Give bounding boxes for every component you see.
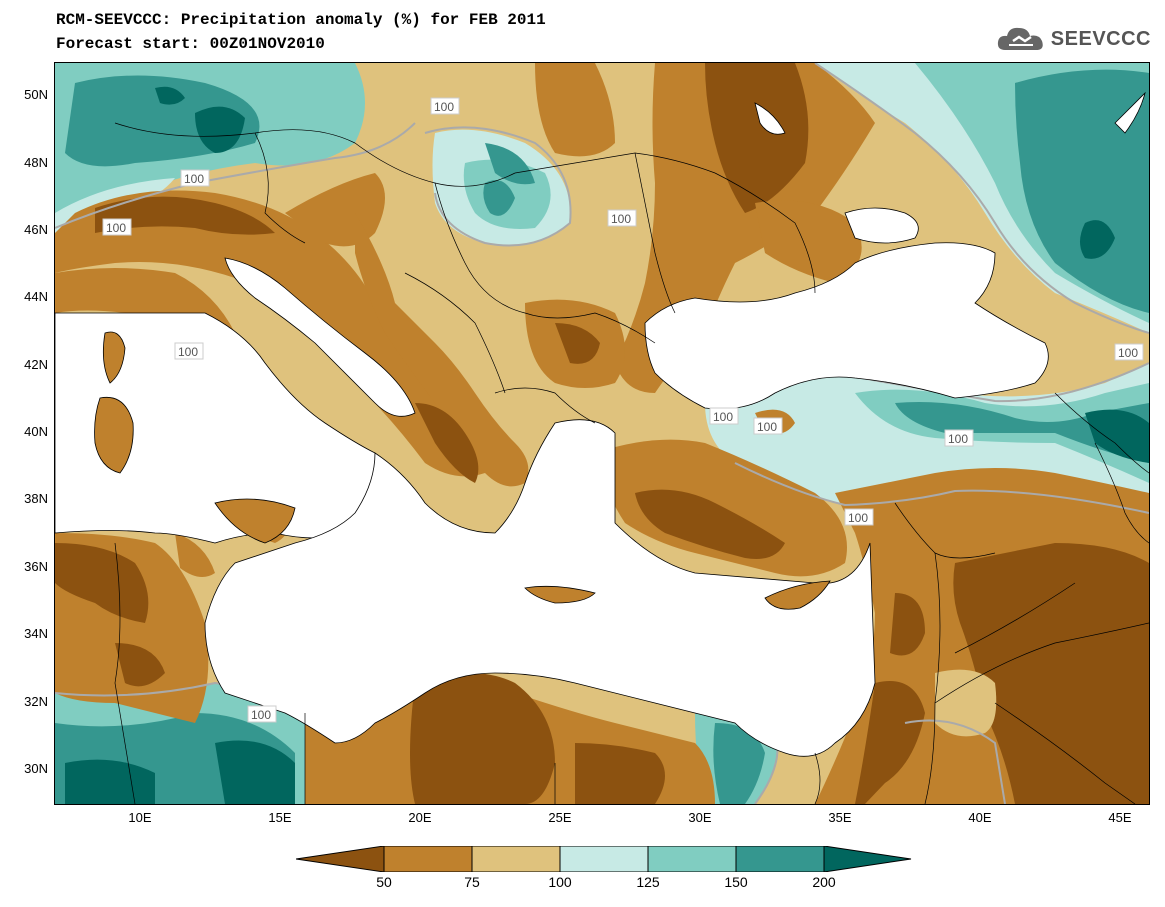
svg-text:100: 100	[713, 410, 733, 424]
svg-text:100: 100	[948, 432, 968, 446]
forecast-start: Forecast start: 00Z01NOV2010	[56, 35, 325, 53]
colorbar-label: 200	[812, 874, 836, 890]
svg-text:100: 100	[434, 100, 454, 114]
contour-label: 100	[753, 417, 783, 435]
svg-text:100: 100	[611, 212, 631, 226]
colorbar-swatch-below-50	[296, 846, 385, 872]
lat-tick-label: 44N	[24, 289, 48, 304]
contour-label: 100	[430, 97, 460, 115]
map-canvas: 100 100 100 100 100 100	[55, 63, 1149, 804]
lon-tick-label: 45E	[1108, 810, 1132, 825]
contour-label: 100	[1114, 343, 1144, 361]
lon-tick-label: 40E	[968, 810, 992, 825]
colorbar-label: 125	[636, 874, 660, 890]
lat-tick-label: 38N	[24, 491, 48, 506]
lake-2	[1114, 91, 1146, 134]
corsica	[102, 331, 126, 384]
contour-label: 100	[174, 342, 204, 360]
lat-tick-label: 40N	[24, 424, 48, 439]
svg-text:100: 100	[178, 345, 198, 359]
colorbar-swatch-150-200	[735, 846, 825, 872]
contour-label: 100	[102, 218, 132, 236]
colorbar-label: 50	[376, 874, 392, 890]
cloud-icon	[997, 27, 1043, 50]
colorbar-label: 100	[548, 874, 572, 890]
crete	[524, 585, 596, 604]
lat-tick-label: 50N	[24, 87, 48, 102]
colorbar-swatch-50-75	[383, 846, 473, 872]
lat-tick-label: 42N	[24, 357, 48, 372]
contour-labels: 100 100 100 100 100 100	[102, 97, 1144, 723]
svg-text:100: 100	[251, 708, 271, 722]
colorbar	[296, 846, 912, 872]
adriatic-sea	[224, 257, 416, 417]
lat-tick-label: 48N	[24, 155, 48, 170]
lon-tick-label: 30E	[688, 810, 712, 825]
lat-tick-label: 30N	[24, 761, 48, 776]
lake-1	[754, 102, 786, 135]
contour-label: 100	[844, 508, 874, 526]
sea-of-azov	[844, 207, 919, 244]
svg-text:100: 100	[757, 420, 777, 434]
contour-label: 100	[180, 169, 210, 187]
colorbar-swatch-75-100	[471, 846, 561, 872]
lon-tick-label: 35E	[828, 810, 852, 825]
lat-tick-label: 36N	[24, 559, 48, 574]
lon-tick-label: 10E	[128, 810, 152, 825]
contour-label: 100	[607, 209, 637, 227]
lon-tick-label: 25E	[548, 810, 572, 825]
contour-label: 100	[247, 705, 277, 723]
colorbar-label: 75	[464, 874, 480, 890]
lat-tick-label: 34N	[24, 626, 48, 641]
contour-label: 100	[944, 429, 974, 447]
svg-text:100: 100	[184, 172, 204, 186]
country-borders	[114, 122, 1149, 804]
anomaly-map: 100 100 100 100 100 100	[54, 62, 1150, 805]
sardinia	[94, 396, 134, 474]
contour-label: 100	[709, 407, 739, 425]
colorbar-swatch-above-200	[823, 846, 912, 872]
colorbar-label: 150	[724, 874, 748, 890]
svg-text:100: 100	[848, 511, 868, 525]
islands	[94, 331, 831, 610]
lon-tick-label: 15E	[268, 810, 292, 825]
lon-tick-label: 20E	[408, 810, 432, 825]
seevccc-logo: SEEVCCC	[995, 24, 1151, 54]
mediterranean-sea	[55, 312, 389, 544]
svg-text:100: 100	[1118, 346, 1138, 360]
black-sea	[644, 242, 1049, 410]
colorbar-swatch-125-150	[647, 846, 737, 872]
colorbar-swatch-100-125	[559, 846, 649, 872]
lat-tick-label: 46N	[24, 222, 48, 237]
sicily	[214, 498, 296, 544]
lat-tick-label: 32N	[24, 694, 48, 709]
map-title: RCM-SEEVCCC: Precipitation anomaly (%) f…	[56, 11, 546, 29]
cyprus	[764, 580, 831, 610]
svg-text:100: 100	[106, 221, 126, 235]
logo-text: SEEVCCC	[1050, 27, 1151, 50]
